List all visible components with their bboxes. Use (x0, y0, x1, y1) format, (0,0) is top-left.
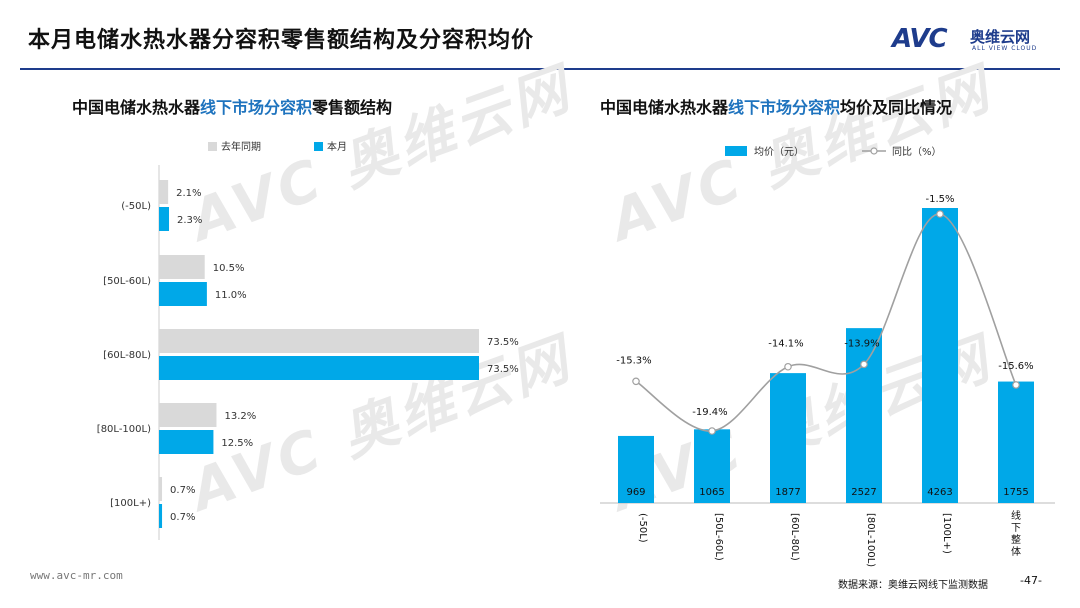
yoy-point (860, 360, 868, 369)
data-label: 10.5% (213, 263, 245, 274)
category-label: [60L-80L) (103, 350, 151, 361)
category-label: [100L+) (110, 498, 151, 509)
avg-price-chart: 均价（元） 同比（%） 969 1065 1877 2527 4263 1755 (-50L)… (600, 146, 1055, 567)
bar-last-year (159, 329, 479, 353)
legend-swatch-last-year (208, 142, 217, 151)
title-divider (20, 68, 1060, 70)
bar-last-year (159, 255, 205, 279)
price-bar (770, 373, 806, 503)
chart-legend: 均价（元） 同比（%） (725, 146, 942, 158)
bar-last-year (159, 477, 163, 501)
avc-logo: AVC 奥维云网 ALL VIEW CLOUD (892, 24, 1057, 58)
logo-avc-text: AVC (892, 24, 948, 54)
price-label: 1877 (775, 487, 800, 498)
price-bar (618, 435, 654, 503)
legend-swatch-current (314, 142, 323, 151)
yoy-label: -15.3% (616, 355, 651, 366)
yoy-label: -1.5% (925, 194, 954, 205)
bar-current (159, 356, 479, 380)
category-label: (-50L) (121, 201, 151, 212)
legend-label-current: 本月 (327, 140, 347, 153)
left-chart-title: 中国电储水热水器线下市场分容积零售额结构 (72, 98, 393, 117)
price-label: 4263 (927, 487, 952, 498)
page-title: 本月电储水热水器分容积零售额结构及分容积均价 (28, 28, 535, 53)
price-label: 969 (626, 487, 645, 498)
data-label: 11.0% (215, 290, 247, 301)
category-label: 线下整体 (1011, 509, 1021, 558)
data-label: 0.7% (170, 512, 195, 523)
yoy-label: -19.4% (692, 407, 727, 418)
bar-current (159, 504, 163, 528)
price-bar (922, 208, 958, 503)
legend-label-avg-price: 均价（元） (754, 146, 804, 158)
legend-marker-yoy (870, 147, 878, 155)
yoy-label: -13.9% (844, 338, 879, 349)
yoy-point (708, 427, 716, 435)
data-label: 13.2% (224, 411, 256, 422)
category-label: [80L-100L) (97, 424, 151, 435)
price-bar (998, 381, 1034, 503)
category-label: [80L-100L) (865, 513, 876, 567)
legend-swatch-avg-price (725, 146, 747, 156)
data-label: 0.7% (170, 485, 195, 496)
category-label: (-50L) (637, 513, 648, 543)
yoy-label: -14.1% (768, 339, 803, 350)
share-structure-chart: 去年同期 本月 (-50L) 2.1% 2.3% [50L-60L) 10.5% 11.0%… (97, 140, 519, 540)
legend-label-yoy: 同比（%） (892, 146, 942, 158)
data-label: 73.5% (487, 337, 519, 348)
category-label: [50L-60L) (103, 276, 151, 287)
price-label: 2527 (851, 487, 876, 498)
right-chart-title: 中国电储水热水器线下市场分容积均价及同比情况 (600, 98, 953, 117)
bar-last-year (159, 180, 169, 204)
legend-label-last-year: 去年同期 (221, 140, 261, 153)
data-label: 73.5% (487, 364, 519, 375)
category-label: [100L+) (941, 513, 952, 554)
yoy-point (784, 362, 792, 371)
data-source: 数据来源：奥维云网线下监测数据 (838, 580, 988, 591)
yoy-label: -15.6% (998, 361, 1033, 372)
yoy-point (936, 210, 944, 218)
bar-current (159, 430, 214, 454)
category-label: [50L-60L) (713, 513, 724, 561)
price-label: 1065 (699, 487, 724, 498)
price-label: 1755 (1003, 487, 1028, 498)
category-label: [60L-80L) (789, 513, 800, 561)
bar-last-year (159, 403, 217, 427)
bar-current (159, 282, 207, 306)
logo-en-text: ALL VIEW CLOUD (972, 45, 1038, 52)
header: 本月电储水热水器分容积零售额结构及分容积均价 AVC 奥维云网 ALL VIEW… (0, 0, 1080, 70)
footer-url: www.avc-mr.com (30, 569, 123, 582)
price-bar (846, 328, 882, 503)
data-label: 2.3% (177, 215, 202, 226)
yoy-point (632, 377, 640, 386)
page-number: -47- (1020, 574, 1042, 587)
data-label: 2.1% (176, 188, 201, 199)
logo-cn-text: 奥维云网 (970, 28, 1031, 46)
bar-current (159, 207, 170, 231)
data-label: 12.5% (221, 438, 253, 449)
price-bar (694, 429, 730, 503)
chart-legend: 去年同期 本月 (208, 140, 347, 153)
yoy-line (635, 213, 1017, 432)
yoy-point (1012, 381, 1020, 389)
